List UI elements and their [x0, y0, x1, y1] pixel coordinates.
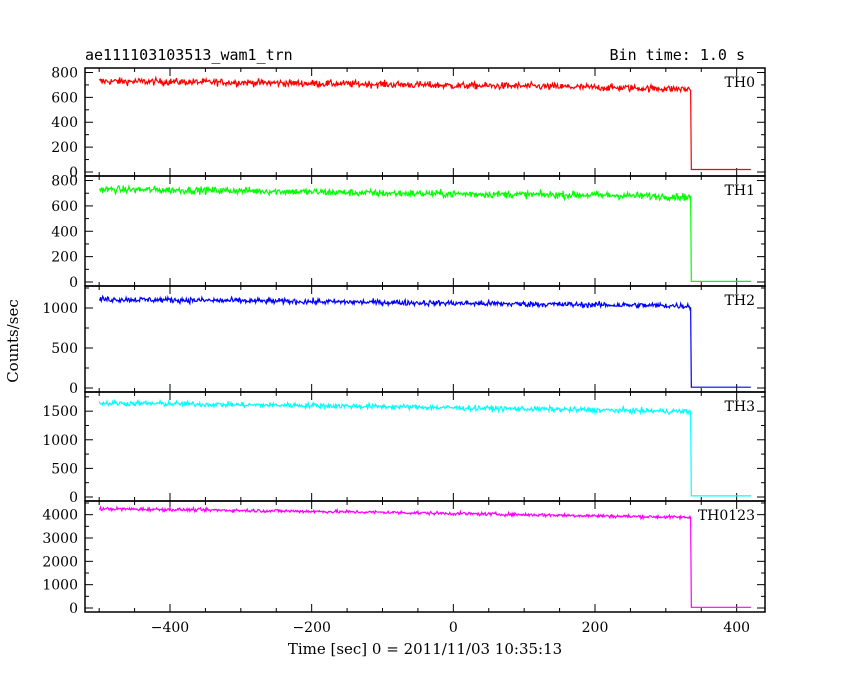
y-tick-label: 0 — [69, 601, 78, 617]
y-tick-label: 800 — [51, 174, 78, 190]
panel-th1: 0 200 400 600 800 TH1 — [51, 174, 766, 291]
panel-th0123: 0 1000 2000 3000 4000 TH0123 — [42, 500, 766, 617]
panel-label: TH0123 — [698, 508, 755, 524]
y-tick-label: 1000 — [42, 301, 78, 317]
series-line-th1 — [99, 184, 751, 282]
chart-title: ae111103103513_wam1_trn — [85, 46, 293, 64]
panel-label: TH2 — [725, 293, 755, 309]
y-tick-label: 2000 — [42, 554, 78, 570]
panel-th0: 0 200 400 600 800 TH0 — [51, 65, 766, 181]
panels-group: 0 200 400 600 800 TH0 0 200 400 600 800 TH1 0 500 1000… — [42, 65, 766, 636]
bin-time-label: Bin time: 1.0 s — [610, 46, 745, 64]
series-line-th0 — [98, 75, 751, 171]
x-tick-label: −400 — [151, 620, 189, 636]
y-tick-label: 400 — [51, 224, 78, 240]
panel-frame — [84, 500, 766, 613]
y-tick-label: 0 — [69, 165, 78, 181]
panel-label: TH0 — [725, 75, 755, 91]
y-tick-label: 600 — [51, 90, 78, 106]
y-tick-label: 500 — [51, 341, 78, 357]
y-tick-label: 200 — [51, 250, 78, 266]
y-axis-title: Counts/sec — [4, 299, 22, 383]
panel-label: TH1 — [725, 183, 755, 199]
series-line-th0123 — [98, 505, 751, 608]
y-tick-label: 1000 — [42, 433, 78, 449]
x-tick-label: 400 — [723, 620, 750, 636]
panel-frame — [84, 391, 766, 502]
y-tick-label: 600 — [51, 199, 78, 215]
y-tick-label: 200 — [51, 140, 78, 156]
x-tick-label: −200 — [292, 620, 330, 636]
y-tick-label: 3000 — [42, 531, 78, 547]
y-tick-label: 1000 — [42, 578, 78, 594]
y-tick-label: 4000 — [42, 508, 78, 524]
y-tick-label: 500 — [51, 461, 78, 477]
panel-label: TH3 — [725, 399, 755, 415]
panel-th2: 0 500 1000 TH2 — [42, 285, 766, 397]
series-line-th3 — [98, 398, 751, 497]
y-tick-label: 0 — [69, 490, 78, 506]
x-tick-label: 0 — [449, 620, 458, 636]
y-tick-label: 0 — [69, 275, 78, 291]
panel-th3: 0 500 1000 1500 TH3 — [42, 391, 766, 506]
y-tick-label: 1500 — [42, 404, 78, 420]
y-tick-label: 0 — [69, 381, 78, 397]
series-line-th2 — [98, 294, 751, 388]
x-tick-label: 200 — [582, 620, 609, 636]
x-axis-title: Time [sec] 0 = 2011/11/03 10:35:13 — [288, 640, 562, 658]
y-tick-label: 400 — [51, 115, 78, 131]
y-tick-label: 800 — [51, 65, 78, 81]
